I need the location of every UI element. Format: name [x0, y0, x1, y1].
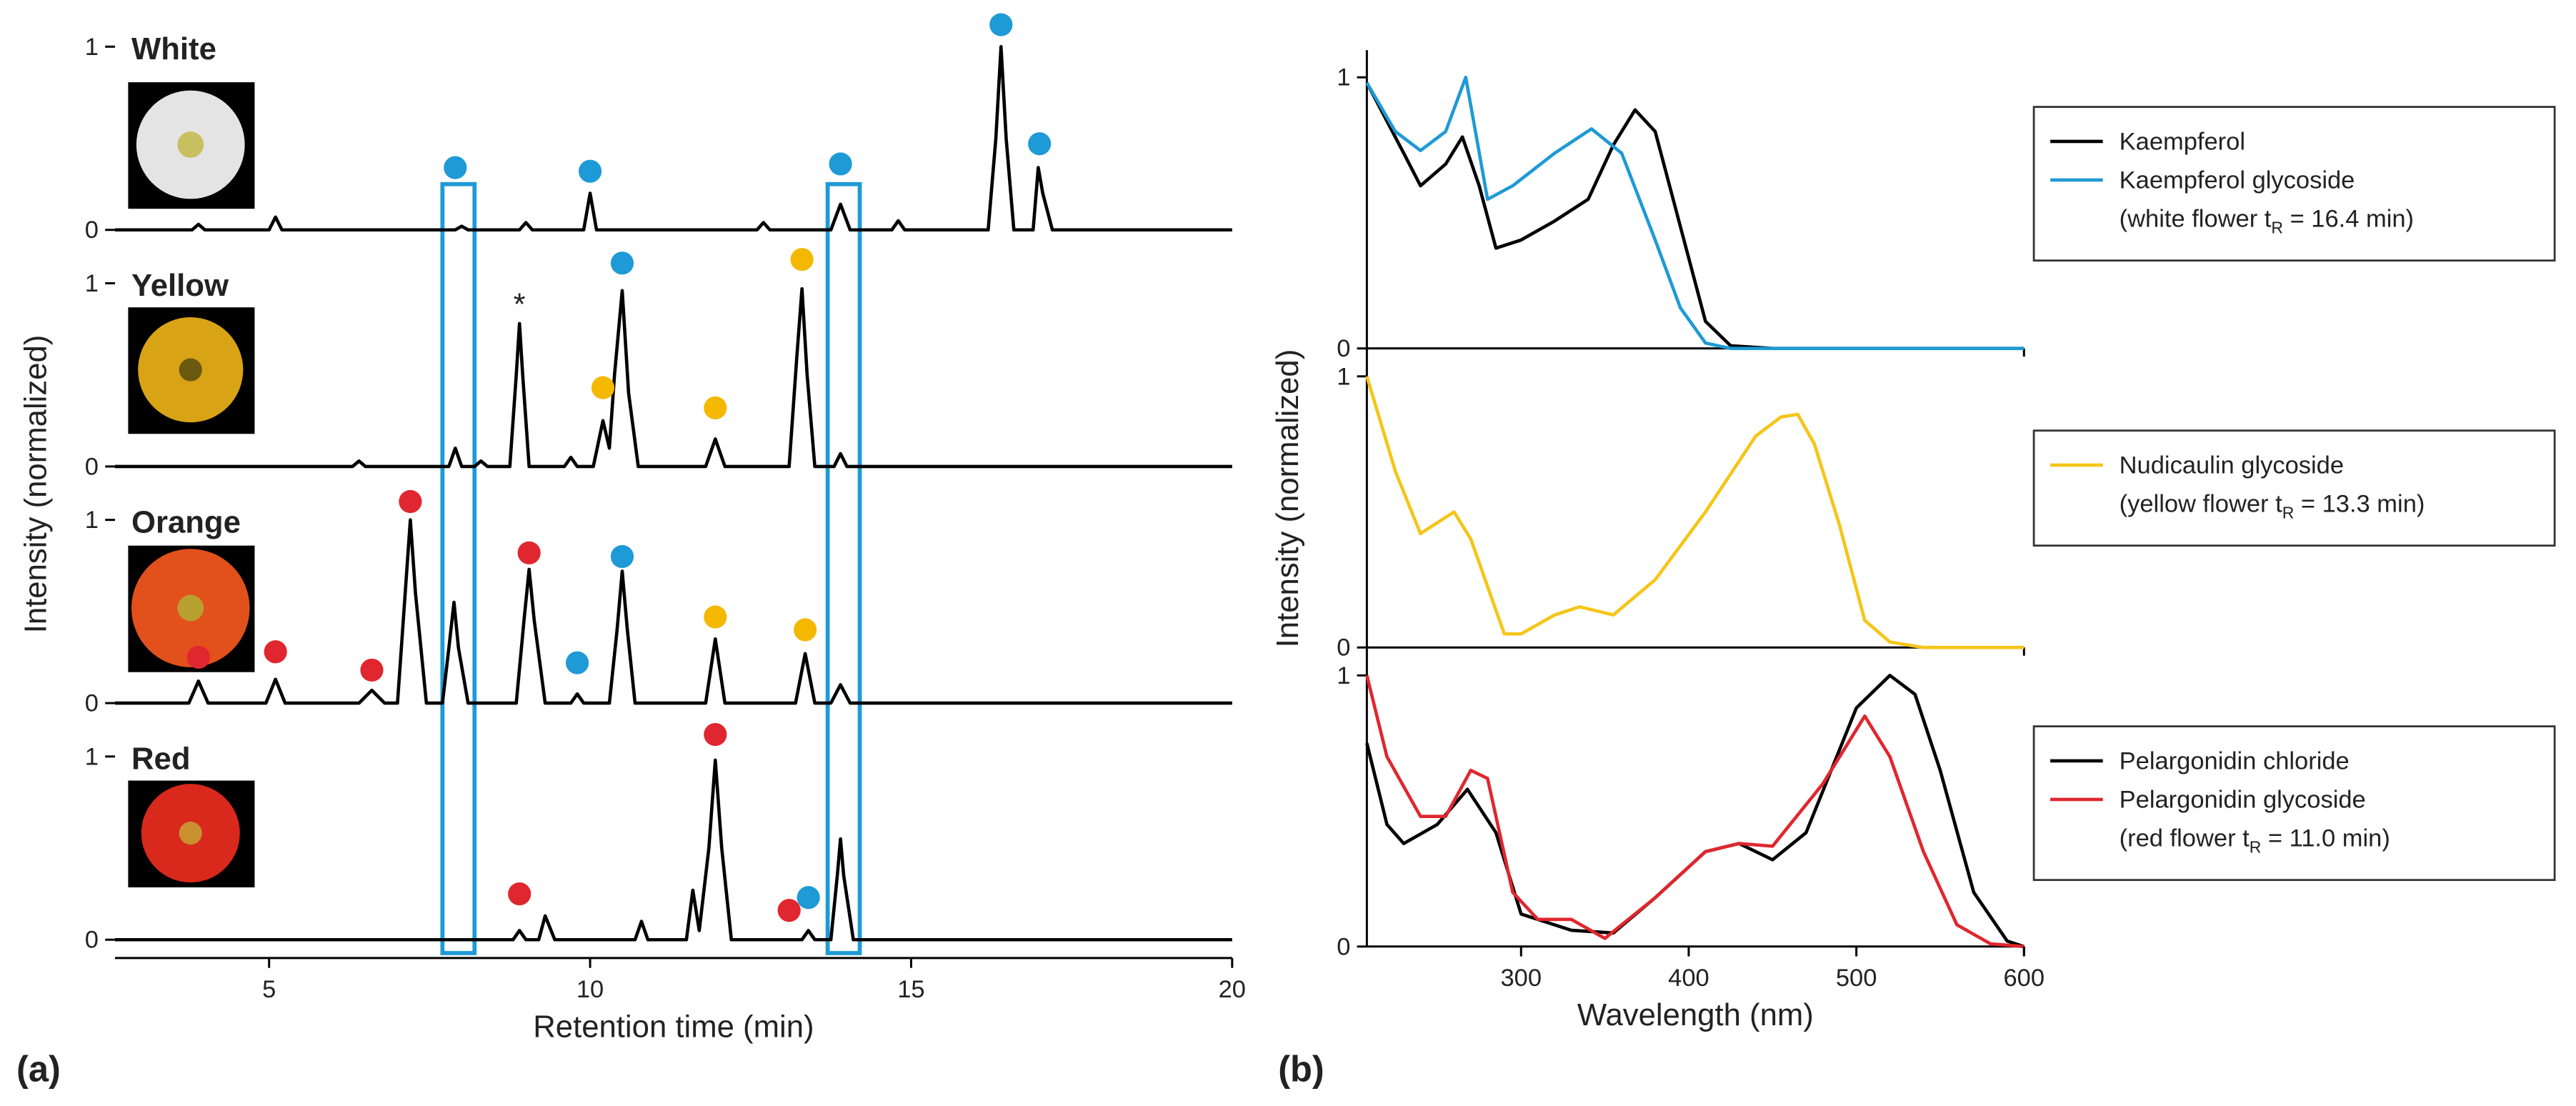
- peak-marker: [704, 396, 727, 419]
- legend-box: [2032, 429, 2556, 547]
- trace: [114, 758, 1232, 942]
- peak-marker: [578, 159, 602, 183]
- y-tick-label: 0: [1337, 933, 1350, 960]
- x-axis-label: Retention time (min): [533, 1009, 814, 1044]
- y-tick-label: 0: [85, 927, 99, 954]
- legend-note-text: (yellow flower t: [2120, 491, 2282, 518]
- trace: [114, 518, 1232, 705]
- trace: [114, 45, 1232, 232]
- legend-label: Nudicaulin glycoside: [2120, 452, 2344, 479]
- legend-note: (red flower tR = 11.0 min): [2120, 825, 2390, 857]
- y-tick-label: 1: [1337, 64, 1350, 91]
- peak-marker: [790, 248, 814, 271]
- peak-marker: [517, 541, 541, 564]
- legend-note-subscript: R: [2271, 219, 2283, 237]
- flower-center: [177, 131, 204, 158]
- highlight-box: [440, 181, 477, 955]
- peak-marker: [186, 645, 210, 669]
- legend-note-subscript: R: [2250, 838, 2262, 857]
- peak-marker: [794, 618, 817, 642]
- x-tick-label: 400: [1668, 965, 1709, 992]
- trace: [114, 287, 1232, 469]
- y-tick-label: 1: [85, 270, 99, 297]
- peak-marker: [444, 156, 467, 179]
- panel-label: (b): [1278, 1048, 1324, 1089]
- trace: [1365, 674, 2025, 948]
- peak-marker: [565, 651, 589, 674]
- y-tick-label: 1: [1337, 662, 1350, 689]
- x-tick-label: 500: [1836, 965, 1877, 992]
- peak-marker: [610, 544, 634, 569]
- peak-marker: [360, 658, 384, 682]
- y-tick-label: 0: [85, 216, 99, 244]
- legend-note: (yellow flower tR = 13.3 min): [2120, 491, 2425, 522]
- x-tick-label: 10: [576, 976, 604, 1003]
- peak-marker: [829, 152, 852, 176]
- legend-note-text: (white flower t: [2120, 206, 2272, 233]
- y-tick-label: 0: [1337, 634, 1350, 662]
- trace: [1365, 376, 2025, 649]
- peak-marker: [797, 886, 820, 910]
- trace: [1365, 75, 2025, 350]
- trace: [1365, 674, 2025, 949]
- y-axis-label: Intensity (normalized): [18, 335, 53, 634]
- legend-note-subscript: R: [2282, 504, 2295, 522]
- y-tick-label: 1: [85, 507, 99, 534]
- peak-marker: [264, 640, 287, 664]
- legend-note-text: (red flower t: [2120, 825, 2250, 852]
- trace: [1365, 81, 2025, 350]
- legend-note-text: = 16.4 min): [2283, 206, 2414, 233]
- highlight-box: [825, 181, 862, 955]
- peak-marker: [989, 13, 1013, 36]
- x-tick-label: 5: [262, 976, 276, 1003]
- legend-note-text: = 11.0 min): [2261, 825, 2390, 852]
- flower-center: [179, 358, 202, 382]
- x-tick-label: 300: [1501, 965, 1542, 992]
- subplot-title: Yellow: [131, 268, 229, 303]
- peak-marker: [591, 376, 615, 399]
- annotation: *: [514, 287, 526, 322]
- legend-label: Pelargonidin chloride: [2120, 747, 2350, 774]
- legend-note-text: = 13.3 min): [2294, 491, 2425, 518]
- peak-marker: [704, 605, 727, 629]
- y-axis-label: Intensity (normalized): [1270, 349, 1305, 648]
- flower-thumbnails: [128, 82, 255, 887]
- legend-box: [2032, 106, 2556, 262]
- panel-label: (a): [16, 1048, 61, 1089]
- subplot-title: White: [131, 31, 216, 66]
- peak-marker: [508, 882, 531, 906]
- peak-marker: [777, 899, 801, 922]
- peak-marker: [399, 489, 422, 514]
- flower-center: [179, 822, 202, 845]
- x-axis-label: Wavelength (nm): [1577, 997, 1814, 1032]
- y-tick-label: 0: [1337, 335, 1350, 362]
- y-tick-label: 1: [85, 743, 99, 770]
- legend-label: Pelargonidin glycoside: [2120, 786, 2366, 813]
- y-tick-label: 1: [85, 34, 99, 61]
- legend-note: (white flower tR = 16.4 min): [2120, 206, 2414, 237]
- x-tick-label: 600: [2004, 965, 2045, 992]
- legend-label: Kaempferol glycoside: [2120, 166, 2355, 194]
- peak-marker: [610, 251, 634, 275]
- legend-label: Kaempferol: [2120, 128, 2245, 155]
- flower-center: [177, 594, 204, 622]
- x-tick-label: 15: [897, 976, 924, 1003]
- subplot-title: Orange: [131, 504, 241, 539]
- subplot-title: Red: [131, 742, 191, 777]
- peak-marker: [704, 722, 727, 747]
- x-tick-label: 20: [1219, 976, 1246, 1003]
- peak-marker: [1028, 132, 1052, 156]
- y-tick-label: 0: [85, 690, 99, 717]
- y-tick-label: 0: [85, 453, 99, 480]
- legend-box: [2032, 725, 2556, 882]
- y-tick-label: 1: [1337, 363, 1350, 390]
